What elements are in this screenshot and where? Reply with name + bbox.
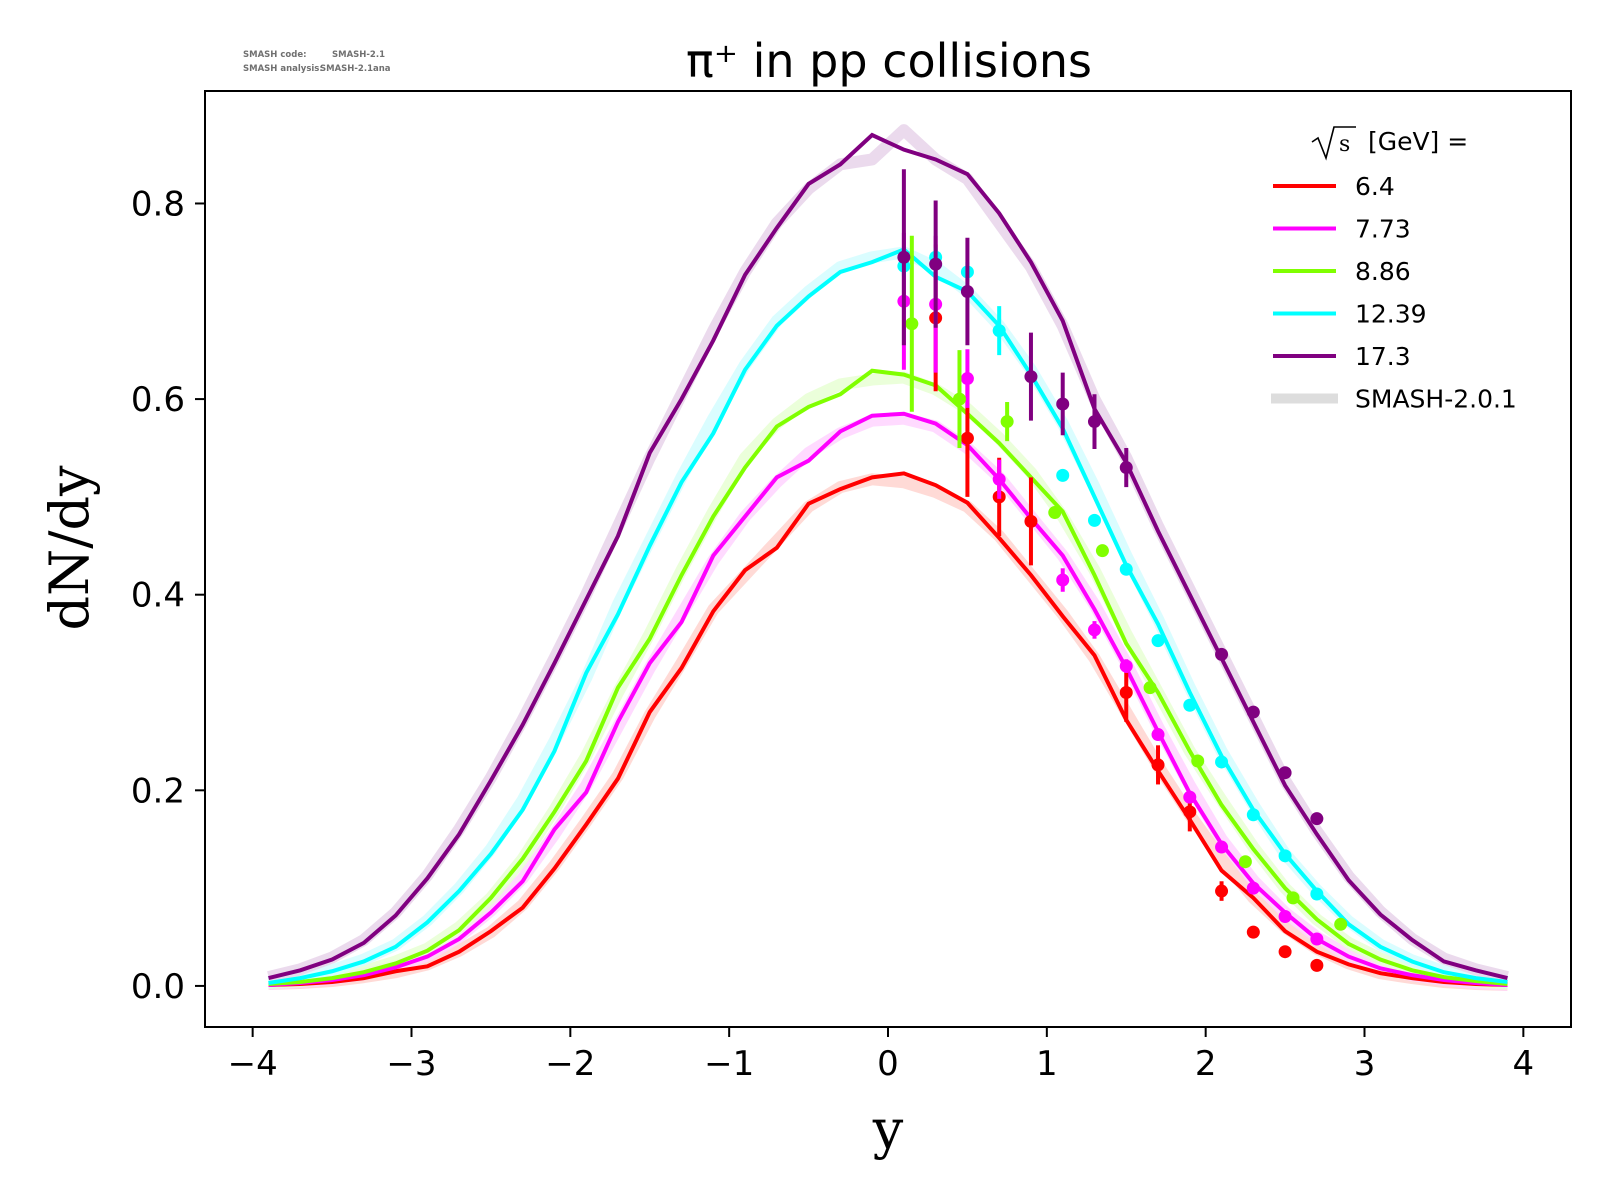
legend-title-sqrt-arg: s <box>1339 132 1350 157</box>
legend-title: s [GeV] = <box>1311 126 1468 161</box>
data-point-17.3 <box>1278 766 1292 780</box>
data-point-7.73 <box>1246 881 1260 895</box>
watermark-analysis-value: SMASH-2.1ana <box>320 64 391 74</box>
data-point-6.4 <box>1024 514 1038 528</box>
smash-201-bands <box>267 124 1509 991</box>
data-point-17.3 <box>1119 461 1133 475</box>
data-point-12.39 <box>1151 634 1165 648</box>
data-point-6.4 <box>1151 758 1165 772</box>
data-point-12.39 <box>1310 887 1324 901</box>
x-tick-label: −2 <box>545 1044 595 1084</box>
smash201-band-12.39 <box>267 246 1509 988</box>
data-point-6.4 <box>960 431 974 445</box>
data-point-7.73 <box>992 472 1006 486</box>
data-point-8.86 <box>1048 506 1062 520</box>
data-point-8.86 <box>905 317 919 331</box>
data-point-8.86 <box>1334 917 1348 931</box>
x-tick-label: −1 <box>704 1044 754 1084</box>
data-point-7.73 <box>1151 728 1165 742</box>
x-tick-label: 3 <box>1354 1044 1376 1084</box>
series-line-7.73 <box>268 411 1508 987</box>
data-point-8.86 <box>952 392 966 406</box>
data-point-8.86 <box>1095 544 1109 558</box>
data-point-8.86 <box>1191 754 1205 768</box>
data-point-7.73 <box>1278 909 1292 923</box>
data-point-12.39 <box>1087 513 1101 527</box>
data-point-17.3 <box>1056 397 1070 411</box>
y-tick-label: 0.2 <box>131 771 185 811</box>
y-tick-label: 0.0 <box>131 967 185 1007</box>
data-point-7.73 <box>1310 932 1324 946</box>
sqrt-icon <box>1311 126 1356 161</box>
data-point-7.73 <box>960 372 974 386</box>
data-point-12.39 <box>1215 755 1229 769</box>
data-point-7.73 <box>1087 623 1101 637</box>
data-point-7.73 <box>1056 573 1070 587</box>
legend-label: SMASH-2.0.1 <box>1355 385 1517 414</box>
data-point-7.73 <box>1119 659 1133 673</box>
x-axis: −4 −3 −2 −1 0 1 2 3 4 <box>228 1027 1535 1084</box>
data-point-6.4 <box>1119 686 1133 700</box>
series-line-17.3 <box>268 132 1508 981</box>
y-tick-label: 0.8 <box>131 184 185 224</box>
data-point-17.3 <box>1024 370 1038 384</box>
x-axis-label: y <box>872 1098 904 1161</box>
data-point-12.39 <box>992 324 1006 338</box>
legend-label: 17.3 <box>1355 342 1411 371</box>
series-lines <box>268 132 1508 987</box>
data-point-8.86 <box>1286 891 1300 905</box>
data-points <box>897 169 1348 972</box>
data-point-17.3 <box>897 250 911 264</box>
data-point-12.39 <box>1056 468 1070 482</box>
legend-title-text: [GeV] = <box>1360 127 1468 156</box>
data-point-12.39 <box>1183 698 1197 712</box>
legend-label: 8.86 <box>1355 257 1411 286</box>
data-point-6.4 <box>1183 805 1197 819</box>
data-point-8.86 <box>1143 681 1157 695</box>
data-point-8.86 <box>1000 415 1014 429</box>
chart-title: π⁺ in pp collisions <box>686 34 1092 88</box>
x-tick-label: 4 <box>1513 1044 1535 1084</box>
series-line-6.4 <box>268 471 1508 987</box>
y-tick-label: 0.4 <box>131 576 185 616</box>
data-point-12.39 <box>1246 808 1260 822</box>
data-point-6.4 <box>1215 884 1229 898</box>
legend-label: 7.73 <box>1355 215 1411 244</box>
data-point-17.3 <box>1215 647 1229 661</box>
x-tick-label: −3 <box>386 1044 436 1084</box>
y-axis-label: dN/dy <box>38 465 101 631</box>
x-tick-label: 1 <box>1036 1044 1058 1084</box>
data-point-12.39 <box>1119 562 1133 576</box>
x-tick-label: 2 <box>1195 1044 1217 1084</box>
watermark-code-value: SMASH-2.1 <box>332 50 385 60</box>
x-tick-label: −4 <box>228 1044 278 1084</box>
y-tick-label: 0.6 <box>131 380 185 420</box>
data-point-6.4 <box>1278 945 1292 959</box>
y-axis: 0.0 0.2 0.4 0.6 0.8 <box>131 184 205 1007</box>
legend-label: 6.4 <box>1355 172 1395 201</box>
data-point-7.73 <box>1183 790 1197 804</box>
data-point-17.3 <box>1087 415 1101 429</box>
series-line-12.39 <box>268 247 1508 985</box>
smash201-band-6.4 <box>268 473 1508 991</box>
data-point-17.3 <box>1246 705 1260 719</box>
watermark-code-label: SMASH code: <box>243 50 306 60</box>
watermark: SMASH code: SMASH-2.1 SMASH analysis: SM… <box>243 50 391 74</box>
watermark-analysis-label: SMASH analysis: <box>243 64 323 74</box>
data-point-6.4 <box>1310 958 1324 972</box>
series-line-8.86 <box>268 368 1508 986</box>
legend-label: 12.39 <box>1355 300 1427 329</box>
data-point-17.3 <box>929 257 943 271</box>
x-tick-label: 0 <box>877 1044 899 1084</box>
data-point-8.86 <box>1238 855 1252 869</box>
legend: s [GeV] = 6.4 7.73 8.86 12.39 17.3 SMASH-2.0.… <box>1271 126 1517 414</box>
data-point-7.73 <box>1215 840 1229 854</box>
data-point-12.39 <box>1278 849 1292 863</box>
data-point-6.4 <box>1246 925 1260 939</box>
data-point-17.3 <box>960 285 974 299</box>
data-point-17.3 <box>1310 812 1324 826</box>
